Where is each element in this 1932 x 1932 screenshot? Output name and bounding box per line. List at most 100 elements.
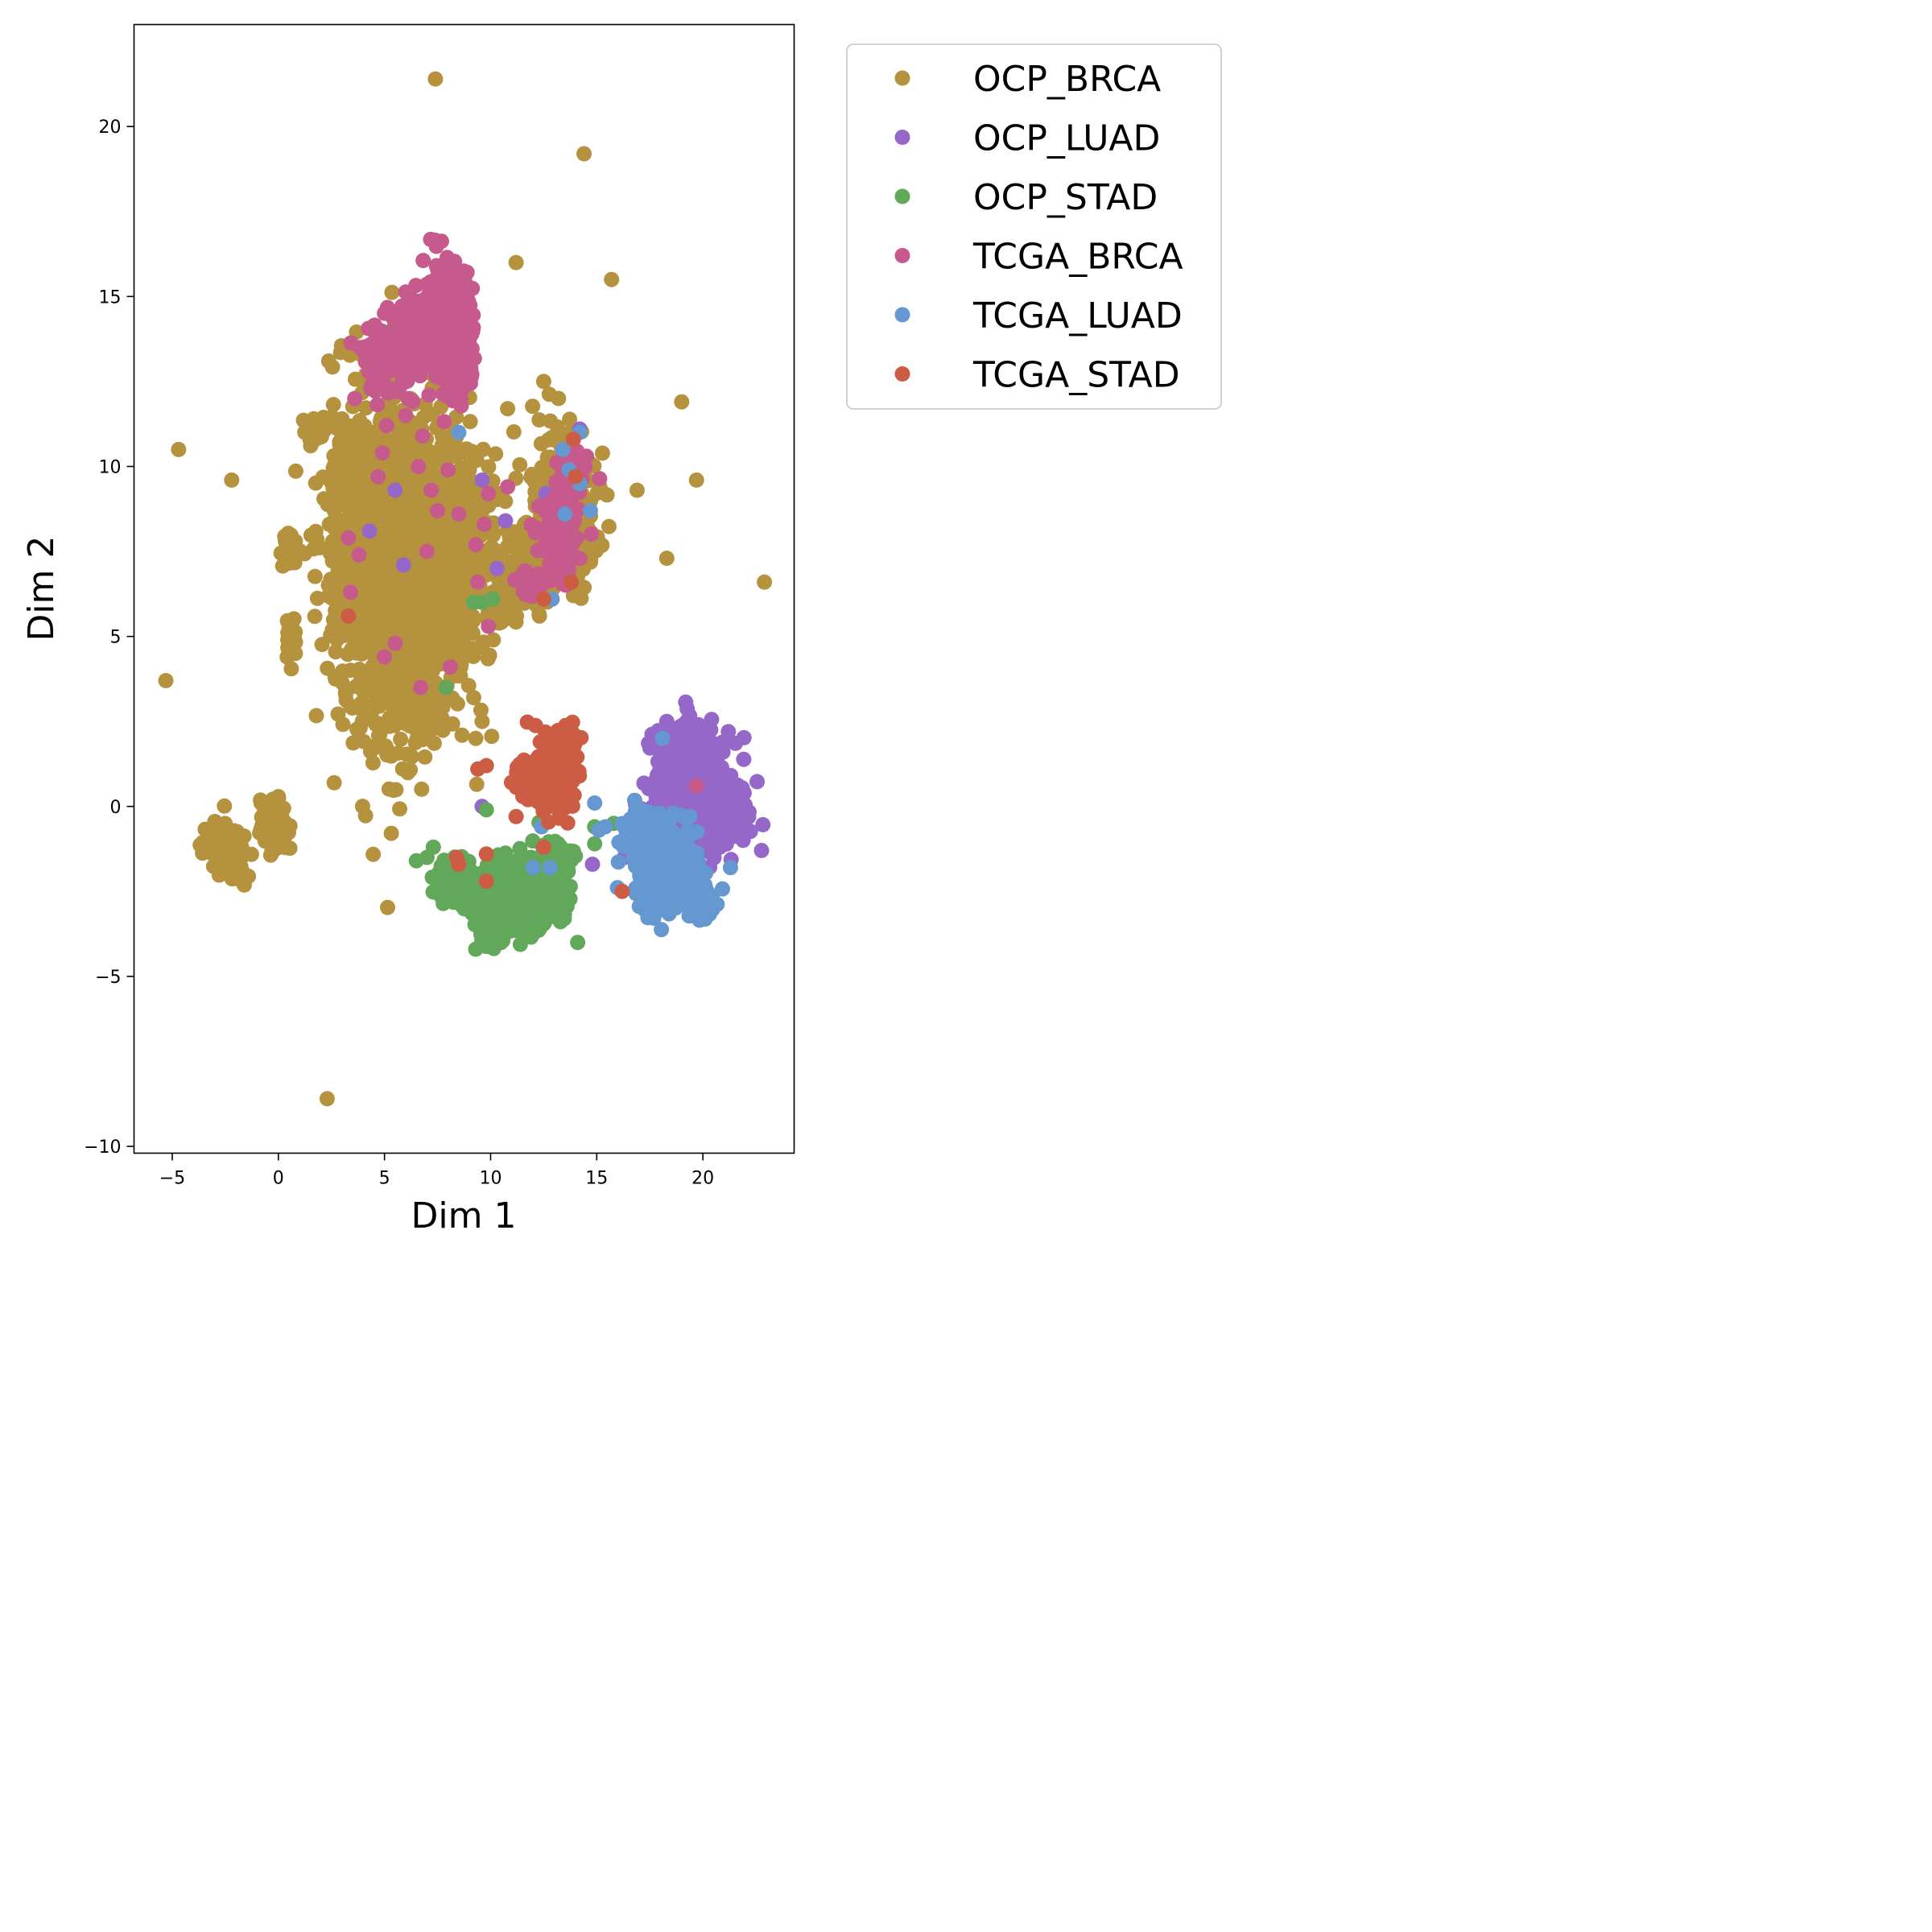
data-point: [332, 345, 349, 361]
data-point: [377, 305, 393, 321]
data-point: [497, 513, 514, 529]
data-point: [601, 518, 617, 535]
data-point: [324, 590, 340, 606]
data-point: [270, 791, 287, 807]
data-point: [712, 839, 728, 855]
data-point: [474, 713, 490, 729]
data-point: [464, 625, 481, 642]
data-point: [393, 508, 409, 524]
data-point: [436, 895, 452, 911]
data-point: [334, 411, 350, 427]
data-point: [500, 401, 516, 417]
data-point: [287, 533, 303, 549]
data-point: [339, 682, 355, 698]
data-point: [468, 941, 484, 957]
data-point: [398, 407, 414, 423]
data-point: [281, 618, 297, 634]
data-point: [377, 541, 393, 557]
data-point: [287, 463, 303, 479]
data-point: [404, 749, 420, 765]
data-point: [584, 526, 600, 542]
data-point: [468, 730, 484, 746]
data-point: [390, 617, 406, 633]
data-point: [594, 445, 610, 461]
data-point: [308, 523, 324, 539]
data-point: [371, 621, 387, 637]
data-point: [512, 936, 528, 952]
data-point: [489, 543, 506, 559]
data-point: [362, 744, 378, 760]
data-point: [391, 681, 407, 697]
data-point: [397, 369, 413, 386]
data-point: [319, 1091, 335, 1107]
data-point: [757, 574, 773, 590]
data-point: [576, 146, 592, 162]
data-point: [530, 905, 545, 921]
data-point: [392, 801, 407, 817]
data-point: [369, 397, 386, 413]
data-point: [203, 844, 219, 861]
data-point: [326, 774, 342, 791]
data-point: [414, 781, 430, 797]
data-point: [416, 526, 432, 543]
data-point: [543, 413, 559, 429]
data-point: [354, 489, 370, 505]
data-point: [325, 577, 341, 593]
data-point: [465, 649, 481, 664]
data-point: [383, 825, 399, 841]
data-point: [535, 374, 551, 390]
data-point: [361, 523, 378, 539]
data-point: [525, 398, 541, 415]
data-point: [324, 474, 340, 490]
data-point: [720, 724, 737, 740]
data-point: [496, 874, 512, 890]
data-point: [485, 940, 502, 956]
data-point: [352, 700, 367, 716]
data-point: [342, 584, 358, 601]
data-point: [378, 384, 394, 400]
data-point: [460, 678, 477, 694]
data-point: [423, 308, 439, 324]
data-point: [264, 825, 280, 841]
data-point: [674, 394, 690, 410]
data-point: [712, 739, 729, 755]
data-point: [431, 694, 447, 710]
data-point: [401, 314, 417, 330]
data-point: [438, 679, 454, 696]
data-point: [465, 690, 481, 706]
data-point: [393, 663, 409, 679]
data-point: [387, 635, 403, 651]
data-point: [531, 608, 547, 624]
data-point: [351, 547, 367, 563]
data-point: [307, 568, 323, 584]
data-point: [387, 482, 403, 498]
data-point: [672, 733, 688, 749]
data-point: [353, 340, 369, 356]
data-point: [353, 676, 369, 692]
data-point: [514, 892, 530, 908]
data-point: [592, 471, 608, 487]
data-point: [328, 644, 344, 660]
data-point: [374, 661, 389, 677]
data-point: [424, 869, 440, 886]
data-point: [349, 563, 365, 579]
data-point: [512, 456, 528, 473]
data-point: [658, 713, 675, 729]
data-point: [450, 300, 466, 316]
data-point: [415, 253, 431, 269]
data-point: [658, 551, 675, 566]
data-point: [323, 627, 339, 643]
data-point: [347, 631, 363, 647]
data-point: [444, 591, 460, 607]
data-point: [380, 899, 395, 915]
data-point: [427, 71, 444, 87]
data-point: [320, 353, 336, 369]
data-point: [481, 459, 497, 475]
data-point: [408, 852, 424, 869]
data-point: [407, 717, 423, 733]
data-point: [454, 727, 470, 743]
data-point: [665, 759, 681, 775]
data-point: [435, 441, 450, 457]
data-point: [604, 271, 620, 287]
data-point: [347, 390, 363, 407]
